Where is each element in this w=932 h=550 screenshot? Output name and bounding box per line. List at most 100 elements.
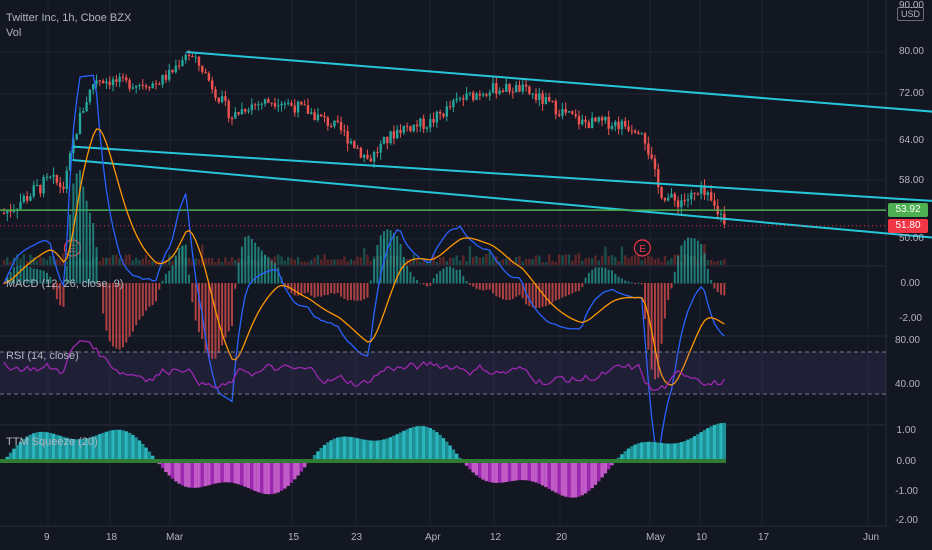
- volume-bar: [359, 257, 363, 265]
- candle-body: [68, 153, 72, 171]
- rsi-band: [0, 352, 886, 394]
- ttm-histogram-bar: [279, 461, 284, 491]
- currency-badge[interactable]: USD: [896, 7, 924, 21]
- volume-bar: [35, 260, 39, 265]
- macd-histogram-bar: [79, 170, 81, 284]
- candle-body: [534, 93, 538, 100]
- ttm-histogram-bar: [117, 429, 122, 461]
- ttm-histogram-bar: [524, 461, 528, 481]
- ttm-histogram-bar: [689, 437, 694, 461]
- ttm-histogram-bar: [451, 449, 456, 461]
- ttm-histogram-bar: [200, 461, 204, 487]
- candle-body: [604, 116, 607, 121]
- macd-histogram-bar: [121, 283, 124, 348]
- macd-histogram-bar: [644, 283, 647, 320]
- volume-bar: [144, 254, 148, 265]
- macd-histogram-bar: [39, 269, 42, 284]
- candle-body: [121, 76, 125, 78]
- macd-histogram-bar: [409, 271, 412, 284]
- candle-body: [392, 131, 396, 139]
- volume-bar: [716, 260, 719, 265]
- candle-body: [657, 169, 660, 188]
- volume-bar: [488, 251, 491, 265]
- candle-body: [366, 154, 369, 159]
- macd-histogram-bar: [386, 229, 389, 284]
- macd-label[interactable]: MACD (12, 26, close, 9): [6, 278, 124, 290]
- rsi-tick: 40.00: [894, 379, 920, 390]
- candle-body: [310, 112, 313, 114]
- ttm-histogram-bar: [603, 461, 608, 474]
- candle-body: [204, 71, 207, 74]
- ttm-histogram-bar: [38, 431, 43, 461]
- candle-body: [85, 102, 88, 112]
- ttm-histogram-bar: [299, 461, 304, 472]
- macd-histogram-bar: [32, 268, 35, 284]
- ttm-histogram-bar: [511, 461, 515, 481]
- ttm-histogram-bar: [104, 431, 109, 461]
- volume-bar: [475, 255, 478, 265]
- macd-histogram-bar: [313, 283, 316, 298]
- rsi-label[interactable]: RSI (14, close): [6, 350, 79, 362]
- macd-histogram-bar: [9, 272, 12, 284]
- volume-bar: [719, 260, 723, 265]
- candle-body: [118, 76, 121, 82]
- candle-body: [108, 81, 111, 86]
- candle-body: [293, 105, 296, 113]
- macd-histogram-bar: [492, 283, 495, 294]
- candle-body: [584, 119, 587, 123]
- ttm-histogram-bar: [170, 461, 175, 479]
- ttm-histogram-bar: [35, 432, 39, 461]
- candle-body: [320, 114, 323, 117]
- ttm-label[interactable]: TTM Squeeze (20): [6, 436, 98, 448]
- ttm-histogram-bar: [190, 461, 195, 488]
- symbol-title[interactable]: Twitter Inc, 1h, Cboe BZX: [6, 12, 132, 24]
- ttm-histogram-bar: [656, 442, 660, 461]
- volume-bar: [25, 260, 29, 265]
- candle-body: [45, 176, 49, 178]
- volume-bar: [600, 255, 604, 265]
- candle-body: [75, 133, 78, 140]
- candle-body: [220, 96, 224, 103]
- ttm-histogram-bar: [256, 461, 261, 493]
- macd-histogram-bar: [677, 255, 680, 284]
- ttm-histogram-bar: [22, 438, 26, 461]
- ttm-histogram-bar: [712, 424, 717, 461]
- ttm-histogram-bar: [577, 461, 581, 497]
- macd-histogram-bar: [670, 283, 673, 289]
- candle-body: [643, 133, 647, 144]
- macd-histogram-bar: [531, 283, 534, 308]
- macd-histogram-bar: [247, 235, 250, 284]
- macd-histogram-bar: [217, 283, 220, 354]
- earnings-marker-label: E: [639, 244, 646, 255]
- macd-histogram-bar: [155, 283, 157, 302]
- ttm-histogram-bar: [45, 432, 49, 461]
- time-tick: Apr: [425, 532, 441, 543]
- macd-histogram-bar: [343, 283, 346, 299]
- macd-histogram-bar: [98, 283, 101, 287]
- candle-body: [511, 91, 515, 93]
- volume-bar: [353, 260, 356, 265]
- macd-histogram-bar: [264, 254, 267, 284]
- volume-bar: [6, 257, 9, 265]
- volume-bar: [303, 261, 306, 265]
- ttm-histogram-bar: [124, 431, 128, 461]
- candle-body: [425, 127, 429, 129]
- volume-bar: [643, 257, 647, 265]
- candle-body: [237, 112, 240, 115]
- candle-body: [313, 112, 316, 121]
- candle-body: [306, 105, 310, 114]
- ttm-histogram-bar: [365, 440, 370, 461]
- volume-bar: [310, 259, 313, 265]
- macd-histogram-bar: [597, 267, 600, 284]
- macd-histogram-bar: [587, 272, 590, 284]
- candle-body: [577, 116, 581, 125]
- macd-histogram-bar: [346, 283, 349, 301]
- volume-bar: [624, 255, 627, 265]
- ttm-histogram-bar: [108, 430, 112, 461]
- ttm-histogram-bar: [18, 441, 23, 461]
- candle-body: [581, 119, 584, 125]
- volume-bar: [210, 258, 214, 265]
- macd-histogram-bar: [478, 283, 481, 290]
- candle-body: [210, 80, 214, 90]
